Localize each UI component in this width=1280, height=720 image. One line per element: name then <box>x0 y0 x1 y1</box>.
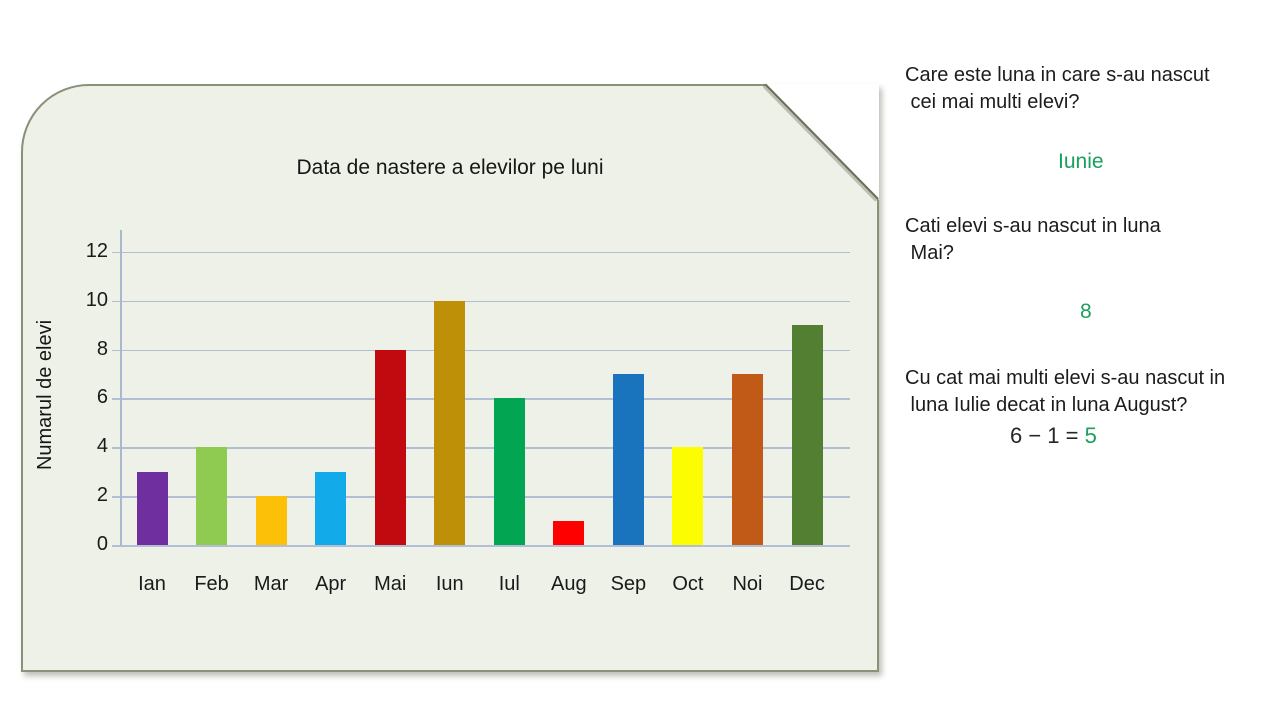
answer-1: Iunie <box>1058 150 1104 173</box>
question-1: Care este luna in care s-au nascut cei m… <box>905 62 1277 116</box>
x-tick-label-Iun: Iun <box>435 573 464 595</box>
x-tick-label-Dec: Dec <box>789 573 825 595</box>
bar-Iun <box>434 300 466 545</box>
y-tick-label-8: 8 <box>96 337 108 360</box>
gridline-y-10 <box>112 300 850 303</box>
chart-title: Data de nastere a elevilor pe luni <box>296 156 604 179</box>
question-2-line-2: Mai? <box>905 242 954 264</box>
bar-Mar <box>255 496 287 545</box>
gridline-y-8 <box>112 349 850 352</box>
bar-Dec <box>791 325 823 545</box>
question-2-line-1: Cati elevi s-au nascut in luna <box>905 215 1161 237</box>
bar-Iul <box>493 398 525 545</box>
answer-3-equation: 6 − 1 = 5 <box>1010 423 1097 449</box>
x-tick-label-Oct: Oct <box>672 573 704 595</box>
bar-Mai <box>374 349 406 545</box>
bar-Noi <box>732 374 763 545</box>
x-tick-label-Aug: Aug <box>551 573 587 595</box>
gridline-y-0 <box>112 545 850 547</box>
bar-Feb <box>196 447 228 545</box>
y-tick-label-6: 6 <box>96 386 108 409</box>
x-tick-label-Iul: Iul <box>498 573 520 595</box>
answer-2: 8 <box>1080 300 1092 323</box>
equation-result: 5 <box>1084 423 1097 448</box>
y-tick-label-2: 2 <box>96 484 108 507</box>
x-tick-label-Feb: Feb <box>194 573 229 595</box>
chart-panel: Data de nastere a elevilor pe luni Numar… <box>21 84 879 672</box>
gridline-y-2 <box>112 496 850 498</box>
bar-Ian <box>136 471 168 545</box>
question-3-line-2: luna Iulie decat in luna August? <box>905 394 1188 416</box>
question-3-line-1: Cu cat mai multi elevi s-au nascut in <box>905 367 1226 389</box>
gridline-y-12 <box>112 251 850 254</box>
x-tick-label-Noi: Noi <box>732 573 763 595</box>
question-3: Cu cat mai multi elevi s-au nascut in lu… <box>905 365 1277 419</box>
x-tick-label-Mar: Mar <box>253 573 289 595</box>
x-tick-label-Apr: Apr <box>315 573 347 595</box>
plot-area: 0 2 4 6 8 10 12 Ian Feb Mar Apr Mai Iun Iul Aug Sep Oct N… <box>86 230 850 610</box>
y-tick-label-12: 12 <box>85 239 108 262</box>
equation-left: 6 − 1 = <box>1010 423 1085 448</box>
gridline-y-6 <box>112 398 850 400</box>
y-axis-line <box>120 230 122 546</box>
bar-Aug <box>553 520 585 545</box>
question-1-line-1: Care este luna in care s-au nascut <box>905 64 1210 86</box>
bar-Sep <box>612 374 644 545</box>
question-2: Cati elevi s-au nascut in luna Mai? <box>905 213 1277 267</box>
bar-Oct <box>672 447 704 545</box>
y-axis-title: Numarul de elevi <box>34 319 56 471</box>
x-tick-label-Sep: Sep <box>610 573 647 595</box>
gridline-y-4 <box>112 447 850 449</box>
y-tick-label-0: 0 <box>96 533 108 555</box>
x-tick-label-Mai: Mai <box>374 573 407 595</box>
y-tick-label-10: 10 <box>85 288 108 311</box>
y-tick-label-4: 4 <box>96 435 108 458</box>
x-tick-label-Ian: Ian <box>138 573 166 595</box>
folded-corner-edge-icon <box>763 84 879 202</box>
question-1-line-2: cei mai multi elevi? <box>905 91 1080 113</box>
bar-Apr <box>315 471 347 545</box>
